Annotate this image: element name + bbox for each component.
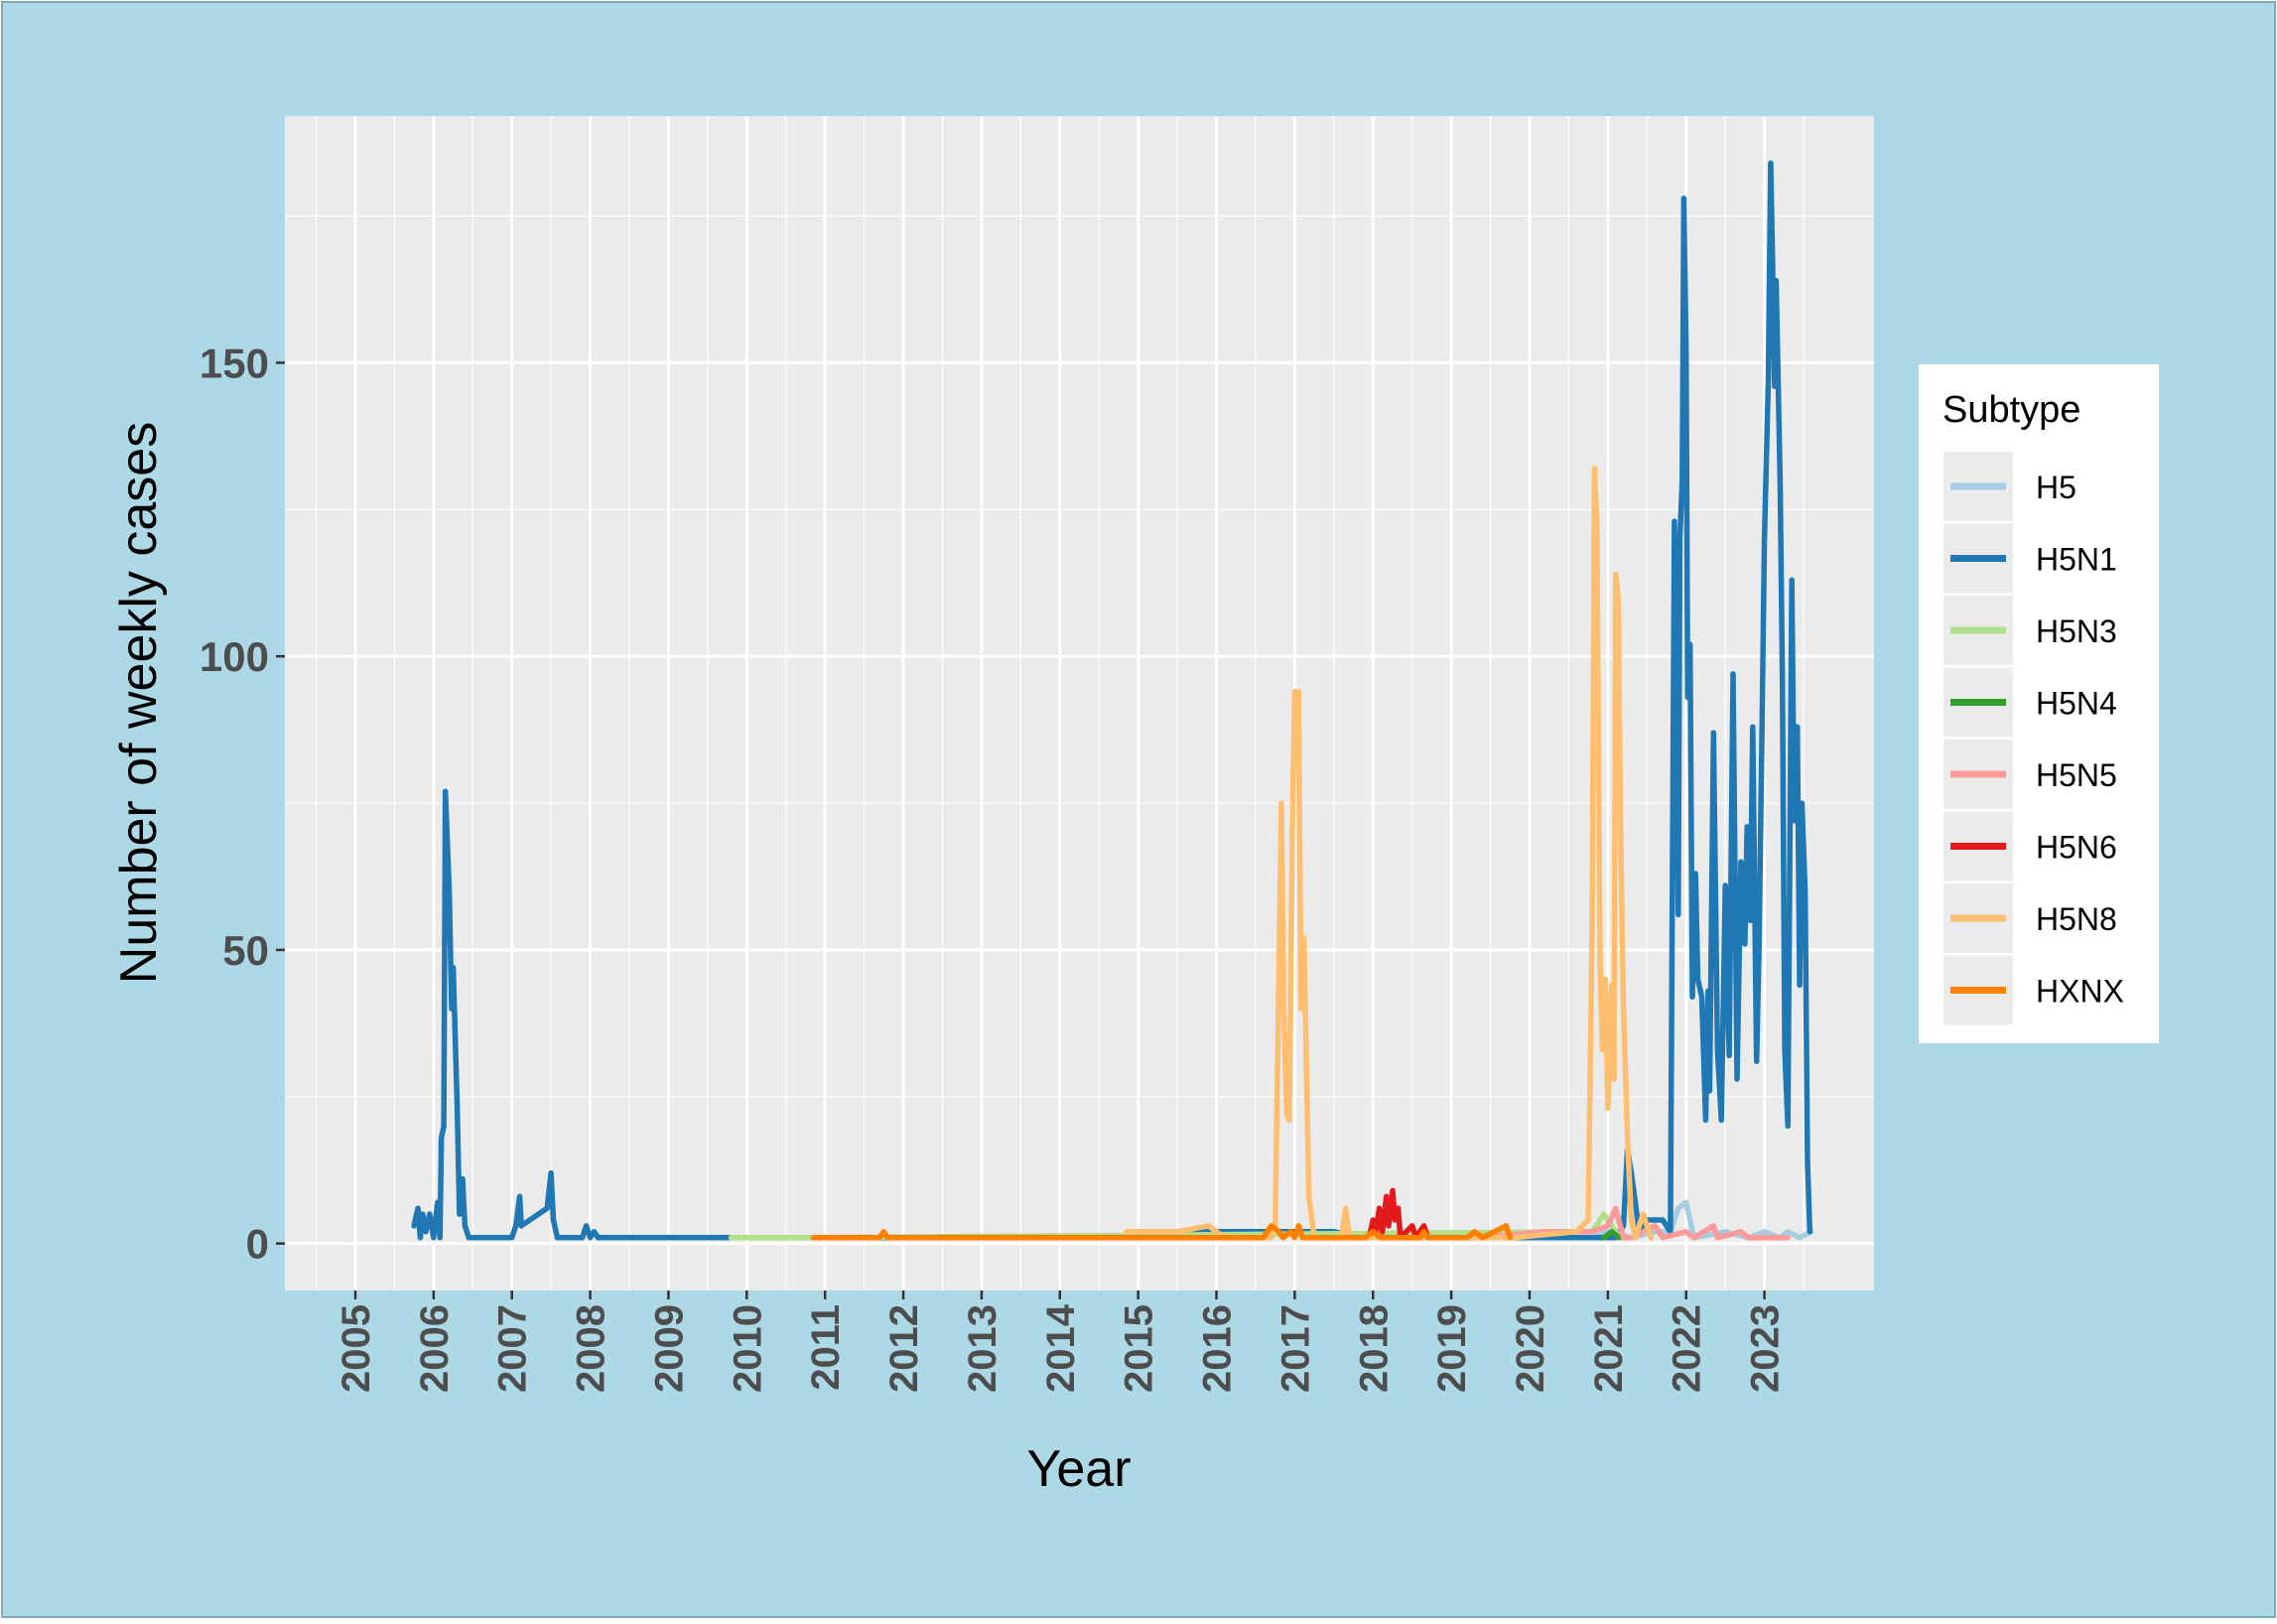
series-line-h5n5 (1479, 1205, 1791, 1241)
x-tick-label: 2016 (1196, 1304, 1240, 1393)
legend-label-h5n1: H5N1 (2036, 542, 2117, 578)
x-tick-label: 2006 (413, 1304, 457, 1393)
x-tick-label: 2005 (335, 1304, 378, 1393)
legend-label-hxnx: HXNX (2036, 974, 2124, 1010)
series-line-h5n4 (1601, 1229, 1623, 1241)
legend-title: Subtype (1942, 389, 2080, 431)
x-tick-label: 2018 (1352, 1304, 1396, 1393)
series-line-hxnx (810, 1223, 1514, 1241)
x-tick-label: 2014 (1039, 1303, 1083, 1393)
x-axis-title: Year (1026, 1440, 1131, 1498)
y-tick-label: 50 (222, 927, 269, 974)
legend-label-h5n6: H5N6 (2036, 830, 2117, 866)
y-tick-label: 100 (200, 633, 269, 680)
x-tick-label: 2013 (961, 1304, 1005, 1393)
x-tick-label: 2022 (1666, 1304, 1709, 1393)
x-axis: 2005 2006 2007 2008 2009 2010 2011 2012 2013 2014… (335, 1290, 1788, 1393)
x-tick-label: 2012 (882, 1304, 926, 1393)
x-tick-label: 2008 (570, 1304, 613, 1393)
x-tick-label: 2010 (726, 1304, 769, 1393)
legend-label-h5n5: H5N5 (2036, 757, 2117, 793)
x-tick-label: 2023 (1744, 1304, 1788, 1393)
series-line-h5n1 (411, 160, 1813, 1241)
legend-label-h5n8: H5N8 (2036, 901, 2117, 937)
x-tick-label: 2007 (491, 1304, 535, 1393)
legend-label-h5n4: H5N4 (2036, 686, 2117, 722)
x-tick-label: 2015 (1118, 1304, 1161, 1393)
y-axis-title: Number of weekly cases (110, 422, 168, 984)
x-tick-label: 2009 (647, 1304, 691, 1393)
y-tick-label: 150 (200, 339, 269, 386)
y-tick-label: 0 (246, 1221, 269, 1268)
x-tick-label: 2017 (1273, 1304, 1317, 1393)
x-tick-label: 2020 (1509, 1304, 1552, 1393)
legend-items: H5 H5N1 H5N3 H5N4 H5N5 H5N6 H5N8 HXNX (1943, 452, 2124, 1025)
plot-panel (285, 116, 1874, 1290)
legend-label-h5: H5 (2036, 470, 2076, 505)
x-tick-label: 2011 (804, 1304, 848, 1391)
series-line-h5n3 (728, 1211, 1623, 1241)
x-tick-label: 2021 (1587, 1304, 1631, 1393)
x-tick-label: 2019 (1430, 1304, 1474, 1393)
legend: Subtype H5 H5N1 H5N3 H5N4 H5N5 H5N6 H5N8 HXNX (1919, 364, 2159, 1043)
series-layer (411, 160, 1814, 1241)
legend-label-h5n3: H5N3 (2036, 613, 2117, 649)
y-axis: 0 50 100 150 (200, 339, 285, 1268)
